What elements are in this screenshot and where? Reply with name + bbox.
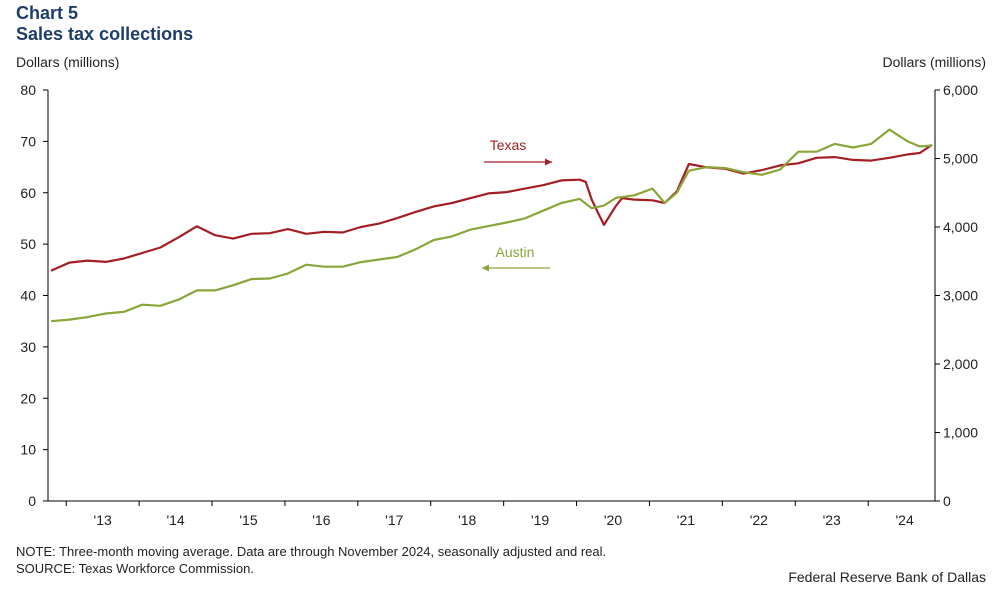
chart-title: Sales tax collections bbox=[16, 24, 194, 44]
left-tick-label: 10 bbox=[20, 442, 36, 458]
chart-source: SOURCE: Texas Workforce Commission. bbox=[16, 561, 254, 576]
series-line-austin bbox=[50, 128, 933, 323]
annotation-label-texas: Texas bbox=[490, 137, 527, 153]
tick-labels: 0 10 20 30 40 50 60 70 80 0 1,000 2,000 3,000 4,000 5,… bbox=[20, 82, 978, 528]
left-tick-label: 50 bbox=[20, 236, 36, 252]
right-axis-unit: Dollars (millions) bbox=[882, 54, 986, 70]
right-tick-label: 4,000 bbox=[943, 219, 978, 235]
x-tick-label: '13 bbox=[94, 512, 112, 528]
right-tick-label: 3,000 bbox=[943, 288, 978, 304]
annotations: Texas Austin bbox=[482, 137, 552, 272]
axes bbox=[43, 89, 940, 506]
x-tick-label: '15 bbox=[239, 512, 257, 528]
x-tick-label: '24 bbox=[895, 512, 913, 528]
x-tick-label: '23 bbox=[823, 512, 841, 528]
x-tick-label: '20 bbox=[604, 512, 622, 528]
x-tick-label: '21 bbox=[677, 512, 695, 528]
x-tick-label: '18 bbox=[458, 512, 476, 528]
series-lines bbox=[50, 128, 933, 323]
annotation-label-austin: Austin bbox=[496, 244, 535, 260]
x-tick-label: '19 bbox=[531, 512, 549, 528]
left-tick-label: 20 bbox=[20, 390, 36, 406]
arrowhead-icon bbox=[482, 264, 489, 272]
x-tick-label: '16 bbox=[312, 512, 330, 528]
right-tick-label: 6,000 bbox=[943, 82, 978, 98]
series-line-texas bbox=[50, 143, 933, 272]
right-tick-label: 0 bbox=[943, 493, 951, 509]
right-tick-label: 5,000 bbox=[943, 151, 978, 167]
right-tick-label: 1,000 bbox=[943, 425, 978, 441]
left-tick-label: 80 bbox=[20, 82, 36, 98]
x-tick-label: '22 bbox=[750, 512, 768, 528]
chart-number: Chart 5 bbox=[16, 3, 79, 23]
left-tick-label: 30 bbox=[20, 339, 36, 355]
left-tick-label: 40 bbox=[20, 288, 36, 304]
arrowhead-icon bbox=[545, 158, 552, 166]
right-tick-label: 2,000 bbox=[943, 356, 978, 372]
chart-note: NOTE: Three-month moving average. Data a… bbox=[16, 544, 607, 559]
left-tick-label: 60 bbox=[20, 185, 36, 201]
left-tick-label: 0 bbox=[28, 493, 36, 509]
left-axis-unit: Dollars (millions) bbox=[16, 54, 120, 70]
x-tick-label: '14 bbox=[166, 512, 184, 528]
credit: Federal Reserve Bank of Dallas bbox=[788, 569, 986, 585]
left-tick-label: 70 bbox=[20, 133, 36, 149]
x-tick-label: '17 bbox=[385, 512, 403, 528]
